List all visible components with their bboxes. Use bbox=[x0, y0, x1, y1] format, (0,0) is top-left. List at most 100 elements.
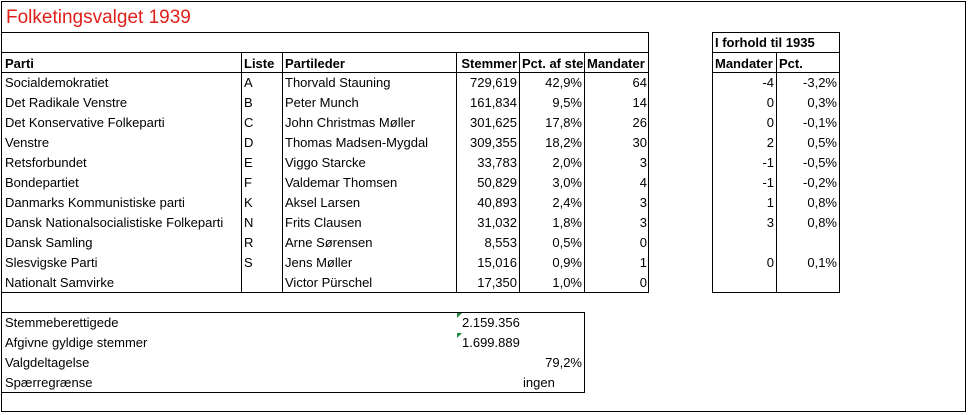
cell-stemmer[interactable]: 50,829 bbox=[477, 175, 517, 190]
cell-delta-pct[interactable]: 0,5% bbox=[807, 135, 837, 150]
cell-mandater[interactable]: 0 bbox=[639, 275, 647, 290]
cell-delta-mandater[interactable] bbox=[713, 233, 776, 253]
cell-delta-pct[interactable]: -3,2% bbox=[803, 75, 837, 90]
header-parti[interactable]: Parti bbox=[5, 56, 34, 71]
cell-delta-pct[interactable]: -0,1% bbox=[803, 115, 837, 130]
cell-delta-mandater[interactable]: 3 bbox=[766, 215, 774, 230]
cell-pct[interactable]: 3,0% bbox=[552, 175, 582, 190]
cell-pct[interactable]: 0,9% bbox=[552, 255, 582, 270]
cell-stemmer[interactable]: 301,625 bbox=[470, 115, 517, 130]
cell-liste[interactable]: E bbox=[244, 155, 253, 170]
summary-label[interactable]: Spærregrænse bbox=[5, 375, 93, 390]
cell-leder[interactable]: Arne Sørensen bbox=[285, 235, 373, 250]
cell-delta-pct[interactable]: 0,8% bbox=[807, 195, 837, 210]
cell-parti[interactable]: Venstre bbox=[5, 135, 50, 150]
cell-parti[interactable]: Bondepartiet bbox=[5, 175, 79, 190]
cell-delta-mandater[interactable]: 0 bbox=[766, 95, 774, 110]
cell-leder[interactable]: Thomas Madsen-Mygdal bbox=[285, 135, 429, 150]
cell-stemmer[interactable]: 17,350 bbox=[477, 275, 517, 290]
cell-delta-mandater[interactable]: 1 bbox=[766, 195, 774, 210]
cell-parti[interactable]: Dansk Nationalsocialistiske Folkeparti bbox=[5, 215, 224, 230]
header-liste[interactable]: Liste bbox=[244, 56, 275, 71]
cell-delta-pct[interactable]: -0,2% bbox=[803, 175, 837, 190]
summary-label[interactable]: Stemmeberettigede bbox=[5, 315, 119, 330]
cell-delta-mandater[interactable] bbox=[713, 273, 776, 293]
side-header-mandater[interactable]: Mandater bbox=[715, 56, 773, 71]
cell-stemmer[interactable]: 729,619 bbox=[470, 75, 517, 90]
cell-parti[interactable]: Dansk Samling bbox=[5, 235, 93, 250]
cell-parti[interactable]: Danmarks Kommunistiske parti bbox=[5, 195, 185, 210]
cell-leder[interactable]: Viggo Starcke bbox=[285, 155, 366, 170]
cell-mandater[interactable]: 26 bbox=[632, 115, 647, 130]
cell-parti[interactable]: Retsforbundet bbox=[5, 155, 87, 170]
cell-stemmer[interactable]: 8,553 bbox=[484, 235, 517, 250]
cell-leder[interactable]: Frits Clausen bbox=[285, 215, 362, 230]
cell-delta-mandater[interactable]: 2 bbox=[766, 135, 774, 150]
cell-delta-pct[interactable] bbox=[777, 273, 839, 293]
cell-pct[interactable]: 2,0% bbox=[552, 155, 582, 170]
side-header-pct[interactable]: Pct. bbox=[779, 56, 803, 71]
summary-pct[interactable] bbox=[520, 333, 584, 353]
header-stemmer[interactable]: Stemmer bbox=[461, 56, 517, 71]
cell-pct[interactable]: 17,8% bbox=[545, 115, 582, 130]
cell-pct[interactable]: 42,9% bbox=[545, 75, 582, 90]
header-mandater[interactable]: Mandater bbox=[587, 56, 645, 71]
cell-parti[interactable]: Nationalt Samvirke bbox=[5, 275, 115, 290]
cell-stemmer[interactable]: 40,893 bbox=[477, 195, 517, 210]
cell-stemmer[interactable]: 161,834 bbox=[470, 95, 517, 110]
cell-delta-mandater[interactable]: 0 bbox=[766, 255, 774, 270]
cell-liste[interactable]: D bbox=[244, 135, 254, 150]
cell-liste[interactable]: N bbox=[244, 215, 254, 230]
summary-stemmer[interactable] bbox=[460, 353, 522, 373]
cell-delta-pct[interactable]: 0,3% bbox=[807, 95, 837, 110]
cell-pct[interactable]: 1,8% bbox=[552, 215, 582, 230]
cell-leder[interactable]: Thorvald Stauning bbox=[285, 75, 391, 90]
cell-liste[interactable]: R bbox=[244, 235, 254, 250]
cell-leder[interactable]: Victor Pürschel bbox=[285, 275, 373, 290]
cell-delta-pct[interactable] bbox=[777, 233, 839, 253]
cell-liste[interactable] bbox=[242, 273, 282, 293]
sheet-title[interactable]: Folketingsvalget 1939 bbox=[6, 7, 191, 28]
cell-stemmer[interactable]: 31,032 bbox=[477, 215, 517, 230]
cell-pct[interactable]: 0,5% bbox=[552, 235, 582, 250]
cell-leder[interactable]: Jens Møller bbox=[285, 255, 353, 270]
cell-delta-pct[interactable]: 0,8% bbox=[807, 215, 837, 230]
cell-leder[interactable]: Aksel Larsen bbox=[285, 195, 361, 210]
cell-mandater[interactable]: 4 bbox=[639, 175, 647, 190]
cell-leder[interactable]: John Christmas Møller bbox=[285, 115, 416, 130]
cell-pct[interactable]: 9,5% bbox=[552, 95, 582, 110]
cell-pct[interactable]: 2,4% bbox=[552, 195, 582, 210]
summary-pct[interactable]: ingen bbox=[523, 375, 555, 390]
cell-pct[interactable]: 18,2% bbox=[545, 135, 582, 150]
cell-mandater[interactable]: 3 bbox=[639, 215, 647, 230]
cell-parti[interactable]: Det Radikale Venstre bbox=[5, 95, 128, 110]
cell-delta-pct[interactable]: -0,5% bbox=[803, 155, 837, 170]
cell-liste[interactable]: B bbox=[244, 95, 253, 110]
cell-delta-mandater[interactable]: -4 bbox=[762, 75, 774, 90]
cell-leder[interactable]: Peter Munch bbox=[285, 95, 359, 110]
cell-liste[interactable]: F bbox=[244, 175, 252, 190]
cell-delta-mandater[interactable]: -1 bbox=[762, 175, 774, 190]
cell-delta-mandater[interactable]: -1 bbox=[762, 155, 774, 170]
cell-mandater[interactable]: 14 bbox=[632, 95, 647, 110]
cell-stemmer[interactable]: 33,783 bbox=[477, 155, 517, 170]
cell-liste[interactable]: K bbox=[244, 195, 253, 210]
cell-delta-pct[interactable]: 0,1% bbox=[807, 255, 837, 270]
cell-mandater[interactable]: 64 bbox=[632, 75, 647, 90]
summary-label[interactable]: Valgdeltagelse bbox=[5, 355, 90, 370]
header-partileder[interactable]: Partileder bbox=[285, 56, 345, 71]
cell-parti[interactable]: Slesvigske Parti bbox=[5, 255, 98, 270]
cell-stemmer[interactable]: 15,016 bbox=[477, 255, 517, 270]
summary-stemmer[interactable]: 2.159.356 bbox=[462, 315, 520, 330]
cell-pct[interactable]: 1,0% bbox=[552, 275, 582, 290]
summary-pct[interactable]: 79,2% bbox=[545, 355, 582, 370]
cell-parti[interactable]: Det Konservative Folkeparti bbox=[5, 115, 165, 130]
summary-label[interactable]: Afgivne gyldige stemmer bbox=[5, 335, 148, 350]
summary-stemmer[interactable] bbox=[460, 373, 522, 393]
cell-mandater[interactable]: 3 bbox=[639, 195, 647, 210]
cell-mandater[interactable]: 1 bbox=[639, 255, 647, 270]
cell-leder[interactable]: Valdemar Thomsen bbox=[285, 175, 398, 190]
summary-pct[interactable] bbox=[520, 313, 584, 333]
cell-stemmer[interactable]: 309,355 bbox=[470, 135, 517, 150]
cell-delta-mandater[interactable]: 0 bbox=[766, 115, 774, 130]
